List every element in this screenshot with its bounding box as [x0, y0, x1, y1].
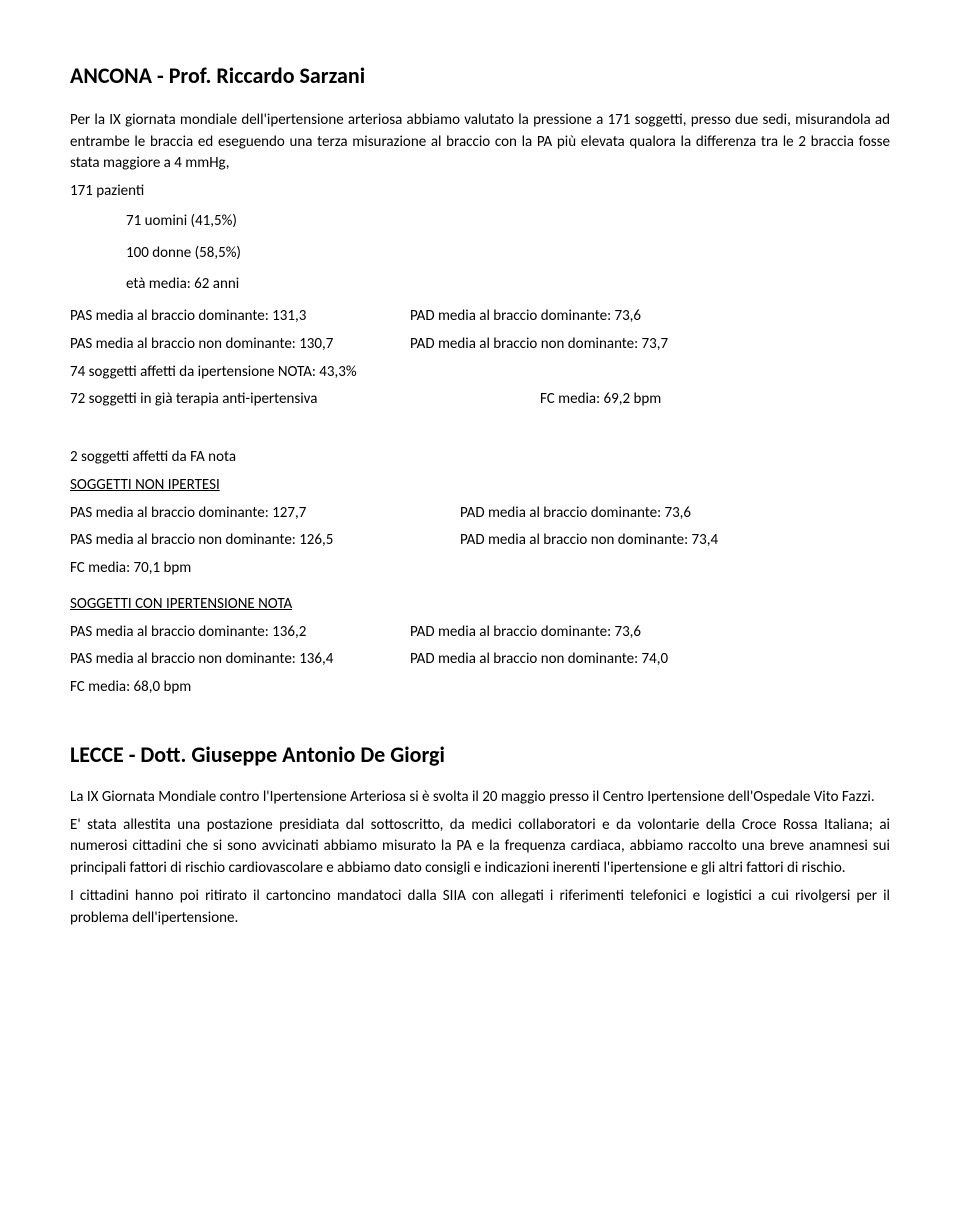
ancona-intro: Per la IX giornata mondiale dell'iperten… — [70, 110, 890, 175]
ci-dom-row: PAS media al braccio dominante: 136,2 PA… — [70, 622, 890, 644]
lecce-title: LECCE - Dott. Giuseppe Antonio De Giorgi — [70, 739, 890, 771]
ni-fc: FC media: 70,1 bpm — [70, 558, 890, 580]
pas-pad-dom-row: PAS media al braccio dominante: 131,3 PA… — [70, 306, 890, 328]
ci-nondom-row: PAS media al braccio non dominante: 136,… — [70, 649, 890, 671]
lecce-p2: E' stata allestita una postazione presid… — [70, 815, 890, 880]
ni-dom-row: PAS media al braccio dominante: 127,7 PA… — [70, 503, 890, 525]
ni-nondom-row: PAS media al braccio non dominante: 126,… — [70, 530, 890, 552]
pas-dom: PAS media al braccio dominante: 131,3 — [70, 306, 410, 328]
lecce-p1: La IX Giornata Mondiale contro l'Iperten… — [70, 787, 890, 809]
pas-pad-nondom-row: PAS media al braccio non dominante: 130,… — [70, 334, 890, 356]
con-ipertesi-title: SOGGETTI CON IPERTENSIONE NOTA — [70, 594, 890, 616]
donne: 100 donne (58,5%) — [126, 243, 890, 265]
affetti-ipertensione: 74 soggetti affetti da ipertensione NOTA… — [70, 362, 890, 384]
ni-pad-nondom: PAD media al braccio non dominante: 73,4 — [460, 530, 718, 552]
pas-nondom: PAS media al braccio non dominante: 130,… — [70, 334, 410, 356]
ni-pas-dom: PAS media al braccio dominante: 127,7 — [70, 503, 460, 525]
pazienti-count: 171 pazienti — [70, 181, 890, 203]
pad-dom: PAD media al braccio dominante: 73,6 — [410, 306, 641, 328]
ci-pas-nondom: PAS media al braccio non dominante: 136,… — [70, 649, 410, 671]
eta-media: età media: 62 anni — [126, 274, 890, 296]
uomini: 71 uomini (41,5%) — [126, 211, 890, 233]
ci-pas-dom: PAS media al braccio dominante: 136,2 — [70, 622, 410, 644]
ni-pad-dom: PAD media al braccio dominante: 73,6 — [460, 503, 691, 525]
terapia-fc-row: 72 soggetti in già terapia anti-ipertens… — [70, 389, 890, 411]
fc-media: FC media: 69,2 bpm — [540, 389, 661, 411]
pad-nondom: PAD media al braccio non dominante: 73,7 — [410, 334, 668, 356]
ancona-title: ANCONA - Prof. Riccardo Sarzani — [70, 60, 890, 92]
lecce-p3: I cittadini hanno poi ritirato il carton… — [70, 886, 890, 930]
ci-pad-nondom: PAD media al braccio non dominante: 74,0 — [410, 649, 668, 671]
non-ipertesi-title: SOGGETTI NON IPERTESI — [70, 475, 890, 497]
ci-pad-dom: PAD media al braccio dominante: 73,6 — [410, 622, 641, 644]
ci-fc: FC media: 68,0 bpm — [70, 677, 890, 699]
fa-nota: 2 soggetti affetti da FA nota — [70, 447, 890, 469]
ni-pas-nondom: PAS media al braccio non dominante: 126,… — [70, 530, 460, 552]
terapia: 72 soggetti in già terapia anti-ipertens… — [70, 389, 540, 411]
demographics-list: 71 uomini (41,5%) 100 donne (58,5%) età … — [126, 211, 890, 296]
